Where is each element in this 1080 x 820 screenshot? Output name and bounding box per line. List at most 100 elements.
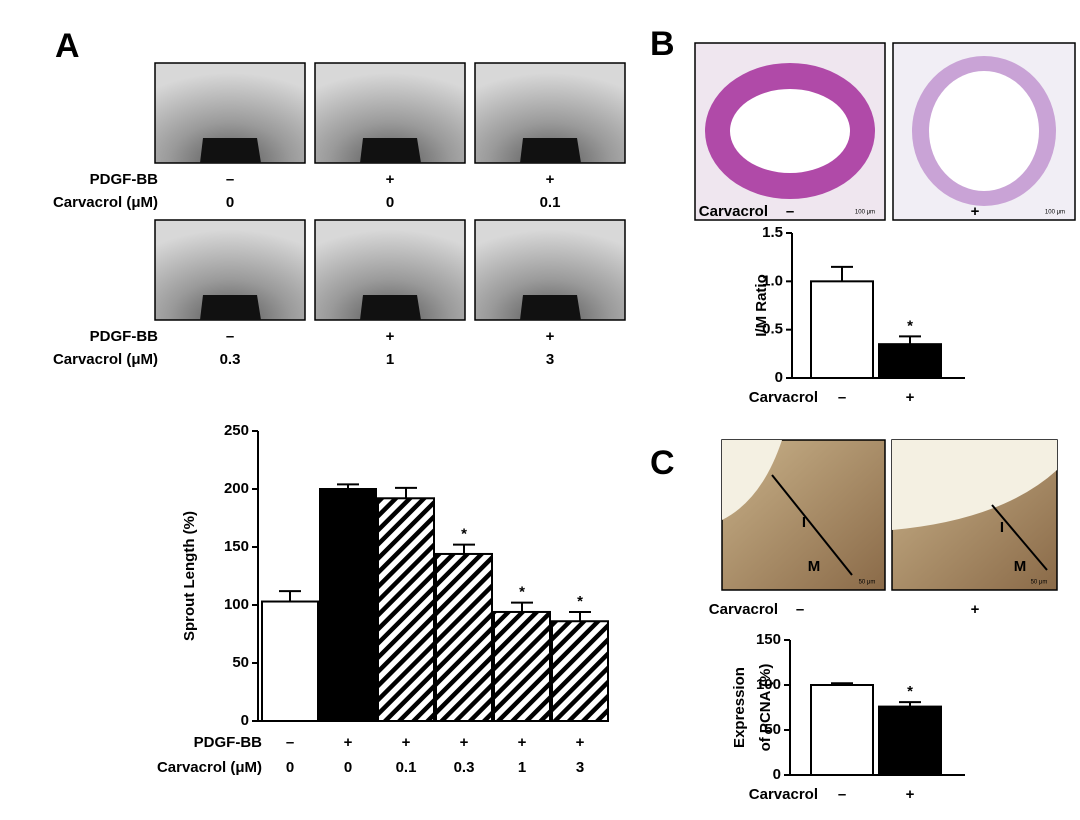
y-axis-title: of PCNA (%): [757, 664, 774, 752]
y-tick-label: 150: [224, 538, 249, 555]
row-label: PDGF-BB: [90, 171, 158, 188]
bar: [493, 610, 551, 723]
layer-label: I: [802, 514, 806, 531]
x-tick-label: +: [906, 786, 915, 803]
scale-bar: 100 μm: [855, 210, 875, 216]
condition-label: –: [786, 203, 794, 220]
significance-marker: *: [907, 683, 913, 700]
condition-label: 0: [226, 194, 234, 211]
y-tick-label: 50: [232, 654, 249, 671]
condition-label: 3: [546, 351, 554, 368]
y-tick-label: 250: [224, 422, 249, 439]
bar: [810, 280, 874, 380]
condition-label: +: [971, 203, 980, 220]
condition-label: +: [546, 328, 555, 345]
panel-label: B: [650, 25, 675, 63]
significance-marker: *: [461, 526, 467, 543]
lumen: [892, 440, 1057, 530]
row-label: Carvacrol: [709, 601, 778, 618]
condition-label: –: [226, 328, 234, 345]
bar: [435, 552, 493, 723]
row-label: Carvacrol: [749, 389, 818, 406]
x-tick-label: 1: [518, 759, 526, 776]
row-label: Carvacrol: [749, 786, 818, 803]
x-tick-label: 0.1: [396, 759, 417, 776]
significance-marker: *: [577, 593, 583, 610]
x-tick-label: +: [576, 734, 585, 751]
y-tick-label: 100: [756, 676, 781, 693]
explant: [360, 295, 421, 320]
condition-label: –: [226, 171, 234, 188]
y-tick-label: 0.5: [762, 321, 783, 338]
condition-label: 0: [386, 194, 394, 211]
condition-label: +: [386, 328, 395, 345]
condition-label: –: [796, 601, 804, 618]
row-label: Carvacrol (μM): [157, 759, 262, 776]
x-tick-label: +: [518, 734, 527, 751]
y-tick-label: 100: [224, 596, 249, 613]
panel-label: A: [55, 27, 80, 65]
x-tick-label: 0: [344, 759, 352, 776]
y-axis-title: I/M Ratio: [753, 274, 770, 337]
lumen: [722, 440, 782, 520]
bar: [810, 684, 874, 776]
significance-marker: *: [519, 584, 525, 601]
measure-arrow: [771, 474, 853, 576]
y-axis-title: Sprout Length (%): [181, 511, 198, 641]
bar: [878, 705, 942, 776]
scale-bar: 50 μm: [859, 580, 876, 586]
y-tick-label: 150: [756, 631, 781, 648]
layer-label: M: [1014, 558, 1027, 575]
row-label: Carvacrol (μM): [53, 351, 158, 368]
condition-label: 0.3: [220, 351, 241, 368]
x-tick-label: +: [344, 734, 353, 751]
x-tick-label: –: [838, 389, 846, 406]
bar: [878, 343, 942, 379]
x-tick-label: –: [286, 734, 294, 751]
bar: [319, 488, 377, 722]
y-tick-label: 0: [775, 369, 783, 386]
x-tick-label: +: [402, 734, 411, 751]
layer-label: M: [808, 558, 821, 575]
y-tick-label: 200: [224, 480, 249, 497]
y-tick-label: 0: [773, 766, 781, 783]
scale-bar: 50 μm: [1031, 580, 1048, 586]
micrograph: [474, 62, 626, 164]
y-tick-label: 1.0: [762, 272, 783, 289]
explant: [520, 138, 581, 163]
condition-label: 1: [386, 351, 394, 368]
condition-label: 0.1: [540, 194, 561, 211]
measure-arrow: [991, 504, 1048, 571]
scale-bar: 100 μm: [1045, 210, 1065, 216]
bar: [261, 600, 319, 723]
vessel-lumen: [730, 89, 850, 173]
panel-label: C: [650, 444, 675, 482]
row-label: PDGF-BB: [90, 328, 158, 345]
y-tick-label: 0: [241, 712, 249, 729]
explant: [360, 138, 421, 163]
condition-label: +: [386, 171, 395, 188]
row-label: Carvacrol (μM): [53, 194, 158, 211]
row-label: PDGF-BB: [194, 734, 262, 751]
significance-marker: *: [907, 317, 913, 334]
vessel-lumen: [929, 71, 1039, 191]
y-tick-label: 1.5: [762, 224, 783, 241]
bar: [377, 497, 435, 722]
condition-label: +: [971, 601, 980, 618]
x-tick-label: –: [838, 786, 846, 803]
y-axis-title: Expression: [731, 667, 748, 748]
x-tick-label: 0: [286, 759, 294, 776]
explant: [200, 138, 261, 163]
layer-label: I: [1000, 519, 1004, 536]
x-tick-label: 0.3: [454, 759, 475, 776]
condition-label: +: [546, 171, 555, 188]
x-tick-label: +: [460, 734, 469, 751]
explant: [520, 295, 581, 320]
explant: [200, 295, 261, 320]
y-tick-label: 50: [764, 721, 781, 738]
bar: [551, 620, 609, 722]
x-tick-label: +: [906, 389, 915, 406]
x-tick-label: 3: [576, 759, 584, 776]
row-label: Carvacrol: [699, 203, 768, 220]
